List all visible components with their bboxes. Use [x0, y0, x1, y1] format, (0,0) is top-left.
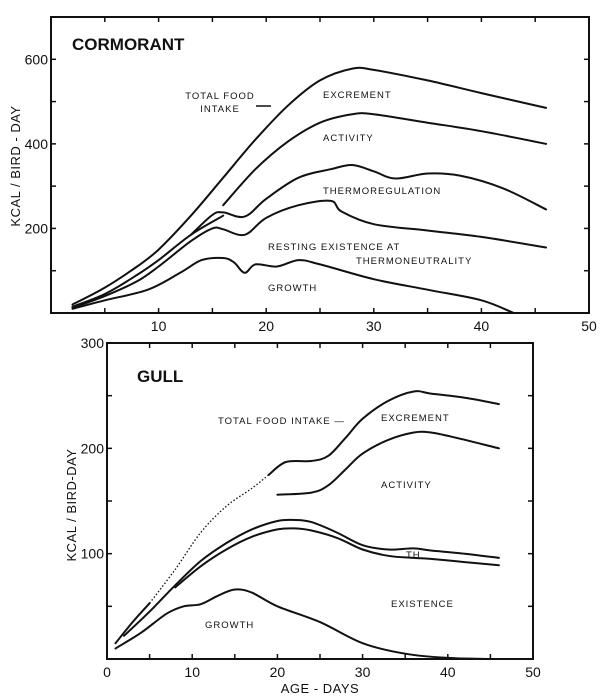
gull-x-tick-label: 10	[184, 664, 200, 680]
gull-y-tick-label: 300	[81, 335, 105, 351]
gull-title: GULL	[137, 367, 183, 386]
cormorant-x-tick-label: 30	[366, 318, 382, 334]
annotation-excrement: EXCREMENT	[381, 413, 450, 424]
cormorant-y-tick-label: 600	[25, 51, 49, 67]
annotation-growth: GROWTH	[205, 620, 254, 631]
gull-series-thermoregulation-th	[123, 518, 500, 637]
cormorant-series-total-food-intake	[71, 66, 547, 306]
cormorant-series-activity-upper	[222, 112, 547, 207]
gull-curves	[114, 390, 500, 660]
annotation-thermoregulation: THERMOREGULATION	[323, 186, 441, 197]
gull-series-existence	[174, 527, 500, 589]
gull-series-growth	[114, 588, 492, 660]
cormorant-x-tick-label: 10	[151, 318, 167, 334]
cormorant-y-tick-label: 400	[25, 136, 49, 152]
annotation-thermoneutrality: THERMONEUTRALITY	[356, 256, 472, 267]
gull-y-tick-label: 200	[81, 440, 105, 456]
gull-y-axis-label: KCAL / BIRD-DAY	[64, 449, 79, 562]
gull-series-total-food-intake	[267, 390, 500, 476]
gull-panel: 0 10 20 30 40 50 100 200 300 GULL KCAL / BIRD-DA…	[64, 335, 541, 696]
gull-series-total-food-intake-solid-early	[114, 602, 151, 645]
cormorant-curves	[71, 66, 547, 314]
cormorant-y-axis-label: KCAL / BIRD - DAY	[8, 105, 23, 226]
cormorant-x-tick-label: 40	[474, 318, 490, 334]
cormorant-ticks: 10 20 30 40 50 200 400 600	[25, 16, 597, 334]
annotation-growth: GROWTH	[268, 283, 317, 294]
gull-x-axis-label: AGE - DAYS	[281, 681, 359, 696]
gull-series-total-food-intake-dotted	[149, 474, 270, 604]
annotation-excrement: EXCREMENT	[323, 90, 392, 101]
annotation-activity: ACTIVITY	[381, 480, 432, 491]
cormorant-series-thermoregulation	[189, 163, 547, 236]
annotation-total-food: TOTAL FOOD	[185, 91, 254, 102]
gull-x-tick-label: 40	[440, 664, 456, 680]
cormorant-series-growth	[71, 256, 515, 314]
annotation-activity: ACTIVITY	[323, 133, 374, 144]
annotation-existence: EXISTENCE	[391, 599, 454, 610]
cormorant-title: CORMORANT	[72, 35, 185, 54]
gull-series-activity	[276, 430, 500, 496]
gull-x-tick-label: 30	[355, 664, 371, 680]
cormorant-panel: 10 20 30 40 50 200 400 600 CORMORANT KCAL / BIR…	[8, 16, 597, 334]
cormorant-series-resting-existence-at-thermoneutrality	[71, 199, 547, 309]
annotation-th: TH	[406, 550, 421, 561]
gull-ticks: 0 10 20 30 40 50 100 200 300	[81, 335, 541, 680]
annotation-total-food-intake: TOTAL FOOD INTAKE —	[218, 416, 345, 427]
cormorant-x-tick-label: 20	[258, 318, 274, 334]
annotation-resting-existence: RESTING EXISTENCE AT	[268, 242, 400, 253]
gull-y-tick-label: 100	[81, 546, 105, 562]
cormorant-plot-frame	[50, 16, 590, 314]
annotation-intake: INTAKE	[200, 104, 240, 115]
cormorant-y-tick-label: 200	[25, 220, 49, 236]
gull-x-tick-label: 20	[270, 664, 286, 680]
gull-x-tick-label: 0	[103, 664, 111, 680]
cormorant-x-tick-label: 50	[581, 318, 597, 334]
gull-x-tick-label: 50	[525, 664, 541, 680]
